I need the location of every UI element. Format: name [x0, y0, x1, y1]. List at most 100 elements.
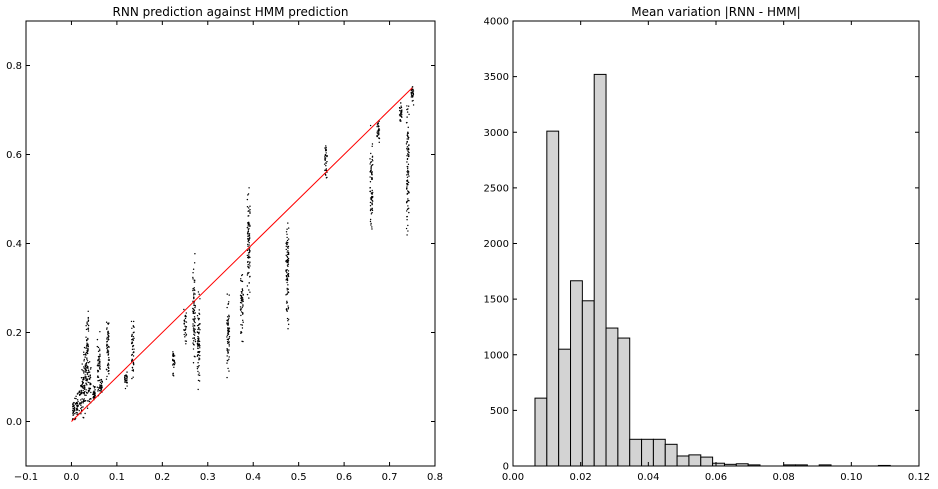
scatter-point [124, 380, 126, 383]
scatter-point [85, 364, 88, 366]
scatter-point [249, 205, 251, 207]
scatter-point [227, 367, 229, 370]
scatter-point [197, 317, 199, 319]
scatter-point [286, 258, 289, 261]
scatter-point [131, 342, 133, 345]
scatter-point [325, 177, 328, 179]
scatter-point [194, 321, 196, 324]
scatter-point [401, 114, 403, 116]
scatter-point [82, 406, 84, 408]
scatter-point [75, 405, 78, 407]
scatter-point [193, 292, 195, 294]
scatter-point [77, 400, 79, 403]
scatter-point [107, 333, 109, 335]
scatter-point [192, 272, 194, 274]
scatter-point [226, 306, 228, 309]
histogram-x-tick-label: 0.00 [502, 472, 524, 483]
scatter-point [86, 358, 88, 360]
scatter-point [194, 253, 196, 255]
histogram-x-tick-label: 0.02 [570, 472, 592, 483]
scatter-y-axis: 0.0 0.2 0.4 0.6 0.8 [6, 61, 435, 428]
scatter-point [287, 307, 290, 309]
scatter-point [184, 325, 186, 327]
scatter-point [197, 340, 199, 342]
scatter-point [369, 209, 372, 212]
scatter-point [199, 298, 201, 300]
scatter-point [193, 319, 195, 322]
scatter-point [369, 181, 372, 183]
scatter-point [75, 397, 77, 400]
histogram-x-tick-label: 0.08 [773, 472, 795, 483]
scatter-point [287, 272, 289, 275]
scatter-point [241, 289, 244, 292]
scatter-point [87, 330, 90, 332]
scatter-point [76, 393, 79, 395]
scatter-point [185, 340, 188, 342]
scatter-point [73, 408, 75, 410]
scatter-point [407, 205, 409, 207]
scatter-point [83, 360, 85, 362]
scatter-point [287, 222, 289, 224]
histogram-y-tick-label: 1500 [484, 295, 509, 306]
scatter-point [287, 323, 290, 326]
scatter-point [197, 347, 199, 349]
scatter-point [325, 145, 327, 147]
scatter-points [71, 86, 415, 421]
scatter-point [287, 247, 289, 249]
scatter-point [248, 297, 250, 299]
histogram-y-tick-label: 4000 [484, 17, 509, 28]
scatter-point [286, 271, 288, 274]
scatter-point [287, 251, 290, 254]
scatter-point [408, 211, 410, 214]
scatter-point [226, 348, 228, 350]
scatter-x-tick-label: 0.0 [63, 472, 79, 483]
scatter-point [192, 323, 194, 325]
scatter-point [83, 367, 85, 369]
scatter-point [285, 248, 287, 251]
scatter-point [99, 379, 101, 381]
scatter-point [406, 146, 409, 148]
scatter-point [406, 168, 409, 170]
scatter-point [99, 386, 101, 389]
scatter-point [286, 236, 288, 239]
scatter-point [173, 375, 175, 377]
scatter-point [285, 259, 288, 262]
scatter-point [96, 386, 99, 388]
scatter-point [185, 326, 187, 328]
scatter-point [407, 224, 409, 227]
scatter-point [369, 208, 372, 210]
scatter-point [242, 321, 244, 323]
scatter-point [407, 126, 409, 129]
histogram-bar [688, 454, 702, 467]
scatter-point [285, 294, 287, 296]
scatter-point [198, 293, 200, 295]
scatter-point [377, 131, 380, 133]
scatter-point [193, 262, 196, 264]
scatter-point [132, 370, 135, 372]
scatter-point [286, 253, 289, 256]
scatter-point [287, 291, 289, 294]
scatter-point [406, 234, 408, 236]
scatter-point [192, 307, 194, 310]
scatter-point [80, 413, 82, 415]
scatter-point [240, 300, 243, 302]
scatter-point [226, 293, 228, 295]
scatter-point [106, 369, 108, 371]
scatter-point [411, 86, 414, 88]
scatter-point [405, 143, 408, 145]
scatter-point [239, 306, 242, 308]
scatter-point [100, 384, 103, 387]
scatter-point [192, 278, 194, 280]
histogram-bar [652, 438, 666, 467]
scatter-point [192, 289, 194, 292]
scatter-point [93, 392, 95, 394]
scatter-point [406, 174, 408, 176]
scatter-point [84, 385, 86, 387]
scatter-point [78, 393, 81, 396]
scatter-point [406, 210, 408, 212]
scatter-point [76, 402, 78, 405]
scatter-point [85, 351, 88, 354]
scatter-point [86, 352, 89, 355]
scatter-point [399, 109, 401, 112]
